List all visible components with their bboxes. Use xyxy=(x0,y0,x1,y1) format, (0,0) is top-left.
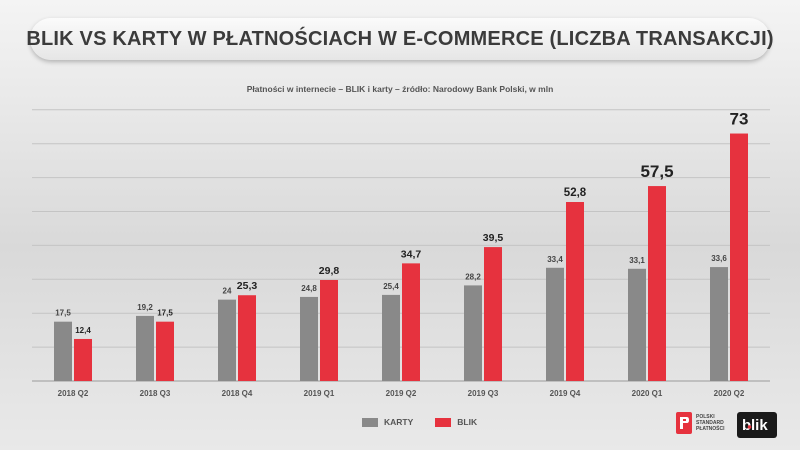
bar-blik xyxy=(156,321,174,381)
legend-swatch-blik xyxy=(435,417,452,427)
x-tick-label: 2019 Q2 xyxy=(386,389,417,398)
bar-karty xyxy=(54,321,72,381)
x-tick-label: 2020 Q2 xyxy=(714,389,745,398)
data-label-karty: 19,2 xyxy=(137,303,153,312)
data-label-karty: 24 xyxy=(223,287,232,296)
svg-text:lik: lik xyxy=(751,417,768,434)
bar-blik xyxy=(320,279,338,381)
title-banner: BLIK VS KARTY W PŁATNOŚCIACH W E-COMMERC… xyxy=(26,18,773,60)
data-label-karty: 28,2 xyxy=(465,272,481,281)
blik-wordmark-icon: b lik xyxy=(742,417,768,434)
psp-text-block: POLSKI STANDARD PŁATNOŚCI xyxy=(696,414,725,432)
x-tick-label: 2019 Q3 xyxy=(468,389,499,398)
bar-blik xyxy=(484,247,502,381)
x-tick-label: 2019 Q4 xyxy=(550,389,581,398)
x-tick-label: 2019 Q1 xyxy=(304,389,335,398)
data-label-karty: 33,4 xyxy=(547,255,563,264)
data-label-karty: 25,4 xyxy=(383,282,399,291)
blik-logo: b lik xyxy=(737,412,777,438)
bar-karty xyxy=(628,268,646,381)
data-label-karty: 17,5 xyxy=(55,309,71,318)
x-tick-label: 2020 Q1 xyxy=(632,389,663,398)
x-tick-label: 2018 Q4 xyxy=(222,389,253,398)
page-title: BLIK VS KARTY W PŁATNOŚCIACH W E-COMMERC… xyxy=(26,27,774,50)
data-label-blik: 34,7 xyxy=(401,248,422,260)
data-label-karty: 33,1 xyxy=(629,256,645,265)
data-label-karty: 33,6 xyxy=(711,254,727,263)
data-label-blik: 52,8 xyxy=(564,187,587,199)
bar-karty xyxy=(464,285,482,381)
bar-karty xyxy=(382,294,400,381)
data-label-blik: 17,5 xyxy=(157,309,173,318)
x-tick-label: 2018 Q3 xyxy=(140,389,171,398)
data-label-blik: 39,5 xyxy=(483,232,504,244)
svg-text:b: b xyxy=(742,417,751,434)
chart-legend: KARTY BLIK xyxy=(362,417,491,427)
bar-blik xyxy=(74,338,92,381)
chart-subtitle: Płatności w internecie – BLIK i karty – … xyxy=(246,84,554,94)
legend-item-blik: BLIK xyxy=(435,417,477,427)
polski-standard-platnosci-logo: POLSKI STANDARD PŁATNOŚCI xyxy=(676,412,725,434)
x-tick-label: 2018 Q2 xyxy=(58,389,89,398)
psp-line-3: PŁATNOŚCI xyxy=(696,426,725,432)
legend-item-karty: KARTY xyxy=(362,417,413,427)
data-label-blik: 73 xyxy=(730,110,749,129)
legend-swatch-karty xyxy=(362,417,378,427)
data-label-blik: 29,8 xyxy=(319,265,340,277)
bar-karty xyxy=(136,315,154,381)
bar-karty xyxy=(546,267,564,381)
data-label-blik: 25,3 xyxy=(237,280,258,292)
psp-line-1: POLSKI xyxy=(696,414,715,420)
bar-karty xyxy=(710,267,728,381)
legend-label-blik: BLIK xyxy=(457,417,478,427)
psp-line-2: STANDARD xyxy=(696,420,724,426)
psp-emblem-icon xyxy=(676,412,692,434)
legend-label-karty: KARTY xyxy=(384,417,414,427)
data-label-karty: 24,8 xyxy=(301,284,317,293)
data-label-blik: 57,5 xyxy=(640,162,673,181)
bar-blik xyxy=(648,186,666,381)
bar-blik xyxy=(566,202,584,381)
bar-blik xyxy=(402,263,420,381)
bar-karty xyxy=(218,299,236,381)
bar-blik xyxy=(238,295,256,381)
bar-blik xyxy=(730,133,748,381)
bar-karty xyxy=(300,296,318,381)
data-label-blik: 12,4 xyxy=(75,326,91,335)
